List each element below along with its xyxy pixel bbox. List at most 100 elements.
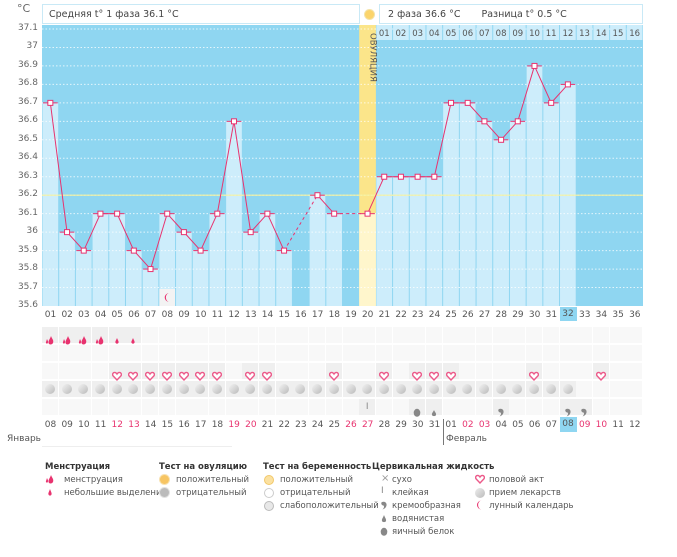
symbol-cell[interactable] xyxy=(42,363,58,379)
symbol-cell[interactable] xyxy=(42,345,58,361)
symbol-cell[interactable] xyxy=(442,363,459,382)
symbol-cell[interactable] xyxy=(225,381,242,397)
symbol-cell[interactable] xyxy=(459,363,476,379)
symbol-cell[interactable] xyxy=(292,327,309,343)
symbol-cell[interactable] xyxy=(626,363,643,379)
symbol-cell[interactable] xyxy=(576,345,593,361)
symbol-cell[interactable] xyxy=(425,363,442,382)
symbol-cell[interactable] xyxy=(259,345,276,361)
symbol-cell[interactable] xyxy=(609,363,626,379)
symbol-cell[interactable] xyxy=(492,363,509,379)
symbol-cell[interactable] xyxy=(392,363,409,379)
symbol-cell[interactable] xyxy=(509,327,526,343)
symbol-cell[interactable] xyxy=(242,345,259,361)
symbol-cell[interactable] xyxy=(108,327,125,344)
symbol-cell[interactable] xyxy=(292,399,309,415)
symbol-cell[interactable] xyxy=(375,399,392,415)
symbol-cell[interactable] xyxy=(609,345,626,361)
symbol-cell[interactable] xyxy=(425,345,442,361)
symbol-cell[interactable] xyxy=(375,363,392,382)
symbol-cell[interactable] xyxy=(259,363,276,382)
symbol-cell[interactable] xyxy=(309,381,326,397)
symbol-cell[interactable] xyxy=(309,327,326,343)
symbol-cell[interactable] xyxy=(476,327,493,343)
symbol-cell[interactable] xyxy=(75,363,92,379)
symbol-cell[interactable] xyxy=(142,345,159,361)
symbol-cell[interactable] xyxy=(142,381,159,397)
symbol-cell[interactable] xyxy=(158,363,175,382)
symbol-cell[interactable] xyxy=(576,399,593,417)
symbol-cell[interactable] xyxy=(242,381,259,397)
symbol-cell[interactable] xyxy=(142,363,159,382)
symbol-cell[interactable] xyxy=(142,399,159,415)
symbol-cell[interactable] xyxy=(125,381,142,397)
symbol-cell[interactable] xyxy=(208,363,225,382)
symbol-cell[interactable] xyxy=(542,399,559,415)
symbol-cell[interactable] xyxy=(576,327,593,343)
symbol-cell[interactable] xyxy=(375,381,392,397)
symbol-cell[interactable] xyxy=(309,363,326,379)
symbol-cell[interactable] xyxy=(342,399,359,415)
symbol-cell[interactable] xyxy=(58,363,75,379)
symbol-cell[interactable] xyxy=(175,345,192,361)
symbol-cell[interactable] xyxy=(259,381,276,397)
symbol-cell[interactable] xyxy=(542,327,559,343)
symbol-cell[interactable] xyxy=(92,363,109,379)
symbol-cell[interactable] xyxy=(509,399,526,415)
symbol-cell[interactable] xyxy=(208,345,225,361)
symbol-cell[interactable] xyxy=(425,399,442,417)
symbol-cell[interactable] xyxy=(92,327,109,345)
symbol-cell[interactable] xyxy=(309,345,326,361)
symbol-cell[interactable] xyxy=(425,381,442,397)
symbol-cell[interactable] xyxy=(442,345,459,361)
symbol-cell[interactable] xyxy=(392,345,409,361)
symbol-cell[interactable] xyxy=(42,381,58,397)
symbol-cell[interactable] xyxy=(609,399,626,415)
symbol-cell[interactable] xyxy=(192,399,209,415)
symbol-cell[interactable] xyxy=(392,381,409,397)
symbol-cell[interactable] xyxy=(225,363,242,379)
symbol-cell[interactable] xyxy=(576,363,593,379)
symbol-cell[interactable] xyxy=(242,327,259,343)
symbol-cell[interactable] xyxy=(342,345,359,361)
symbol-cell[interactable] xyxy=(526,327,543,343)
symbol-cell[interactable] xyxy=(158,327,175,343)
symbol-cell[interactable] xyxy=(592,345,609,361)
symbol-cell[interactable] xyxy=(442,381,459,397)
symbol-cell[interactable] xyxy=(75,381,92,397)
symbol-cell[interactable] xyxy=(392,399,409,415)
symbol-cell[interactable] xyxy=(325,381,342,397)
symbol-cell[interactable] xyxy=(409,363,426,382)
symbol-cell[interactable] xyxy=(275,327,292,343)
symbol-cell[interactable] xyxy=(125,363,142,382)
symbol-cell[interactable] xyxy=(108,345,125,361)
symbol-cell[interactable] xyxy=(592,327,609,343)
symbol-cell[interactable] xyxy=(609,327,626,343)
symbol-cell[interactable] xyxy=(592,381,609,397)
symbol-cell[interactable] xyxy=(559,327,576,343)
symbol-cell[interactable] xyxy=(592,363,609,382)
symbol-cell[interactable] xyxy=(325,363,342,382)
symbol-cell[interactable] xyxy=(559,363,576,379)
symbol-cell[interactable] xyxy=(526,381,543,397)
symbol-cell[interactable] xyxy=(476,381,493,397)
symbol-cell[interactable] xyxy=(42,327,58,345)
symbol-cell[interactable] xyxy=(75,399,92,415)
symbol-cell[interactable]: I xyxy=(359,399,376,415)
symbol-cell[interactable] xyxy=(75,327,92,345)
symbol-cell[interactable] xyxy=(492,327,509,343)
symbol-cell[interactable] xyxy=(325,345,342,361)
symbol-cell[interactable] xyxy=(125,345,142,361)
symbol-cell[interactable] xyxy=(92,399,109,415)
symbol-cell[interactable] xyxy=(526,363,543,382)
symbol-cell[interactable] xyxy=(342,363,359,379)
symbol-cell[interactable] xyxy=(225,327,242,343)
symbol-cell[interactable] xyxy=(359,345,376,361)
symbol-cell[interactable] xyxy=(559,345,576,361)
symbol-cell[interactable] xyxy=(626,327,643,343)
symbol-cell[interactable] xyxy=(292,363,309,379)
symbol-cell[interactable] xyxy=(75,345,92,361)
symbol-cell[interactable] xyxy=(509,381,526,397)
symbol-cell[interactable] xyxy=(192,327,209,343)
symbol-cell[interactable] xyxy=(158,399,175,415)
